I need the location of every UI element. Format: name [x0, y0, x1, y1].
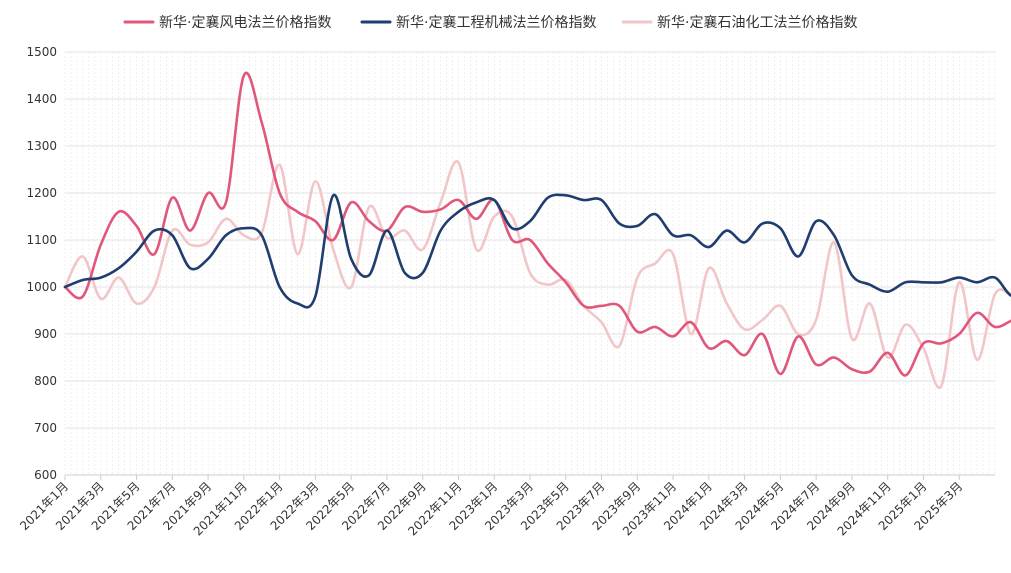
series-line-1	[63, 193, 1011, 309]
y-tick-label: 700	[34, 421, 57, 435]
legend-item-0[interactable]: 新华·定襄风电法兰价格指数	[123, 15, 331, 31]
legend-item-2[interactable]: 新华·定襄石油化工法兰价格指数	[621, 15, 857, 31]
y-tick-label: 1300	[26, 139, 57, 153]
legend-label: 新华·定襄风电法兰价格指数	[159, 15, 331, 31]
y-tick-label: 1000	[26, 280, 57, 294]
y-tick-label: 1100	[26, 233, 57, 247]
series-layer	[63, 71, 1011, 389]
y-tick-label: 1200	[26, 186, 57, 200]
y-tick-label: 900	[34, 327, 57, 341]
grid-layer	[64, 51, 996, 476]
legend-item-1[interactable]: 新华·定襄工程机械法兰价格指数	[360, 15, 596, 31]
y-tick-label: 1500	[26, 45, 57, 59]
y-tick-label: 1400	[26, 92, 57, 106]
series-line-0	[63, 71, 1011, 377]
y-tick-label: 800	[34, 374, 57, 388]
legend-label: 新华·定襄石油化工法兰价格指数	[657, 15, 857, 31]
y-tick-label: 600	[34, 468, 57, 482]
legend: 新华·定襄风电法兰价格指数 新华·定襄工程机械法兰价格指数 新华·定襄石油化工法兰价…	[123, 15, 857, 31]
series-line-2	[63, 160, 1011, 389]
legend-label: 新华·定襄工程机械法兰价格指数	[396, 15, 596, 31]
